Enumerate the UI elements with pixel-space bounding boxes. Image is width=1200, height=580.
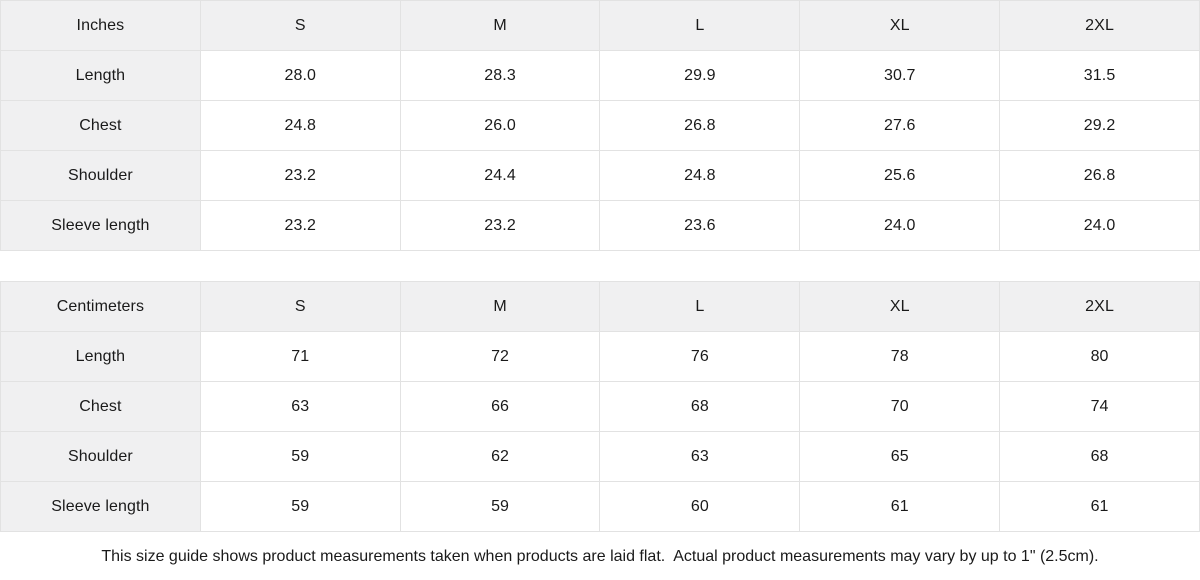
value-cell: 23.2: [199, 200, 401, 251]
value-cell: 29.9: [599, 50, 801, 101]
value-cell: 26.0: [399, 100, 601, 151]
size-header-cell: S: [199, 281, 401, 332]
unit-header-cell: Inches: [0, 0, 201, 51]
size-header-cell: L: [599, 281, 801, 332]
size-guide-note: This size guide shows product measuremen…: [0, 532, 1200, 580]
value-cell: 23.2: [199, 150, 401, 201]
row-label-cell: Sleeve length: [0, 200, 201, 251]
value-cell: 71: [199, 331, 401, 382]
row-label-cell: Chest: [0, 381, 201, 432]
value-cell: 24.8: [199, 100, 401, 151]
value-cell: 24.0: [799, 200, 1001, 251]
value-cell: 59: [199, 431, 401, 482]
size-table-header-row: Centimeters S M L XL 2XL: [0, 281, 1200, 332]
value-cell: 30.7: [799, 50, 1001, 101]
value-cell: 31.5: [999, 50, 1200, 101]
size-header-cell: 2XL: [999, 281, 1200, 332]
row-label-cell: Sleeve length: [0, 481, 201, 532]
measurement-row: Sleeve length 23.2 23.2 23.6 24.0 24.0: [0, 200, 1200, 251]
row-label-cell: Shoulder: [0, 150, 201, 201]
value-cell: 65: [799, 431, 1001, 482]
value-cell: 62: [399, 431, 601, 482]
value-cell: 28.3: [399, 50, 601, 101]
measurement-row: Chest 63 66 68 70 74: [0, 381, 1200, 432]
size-header-cell: XL: [799, 0, 1001, 51]
measurement-row: Sleeve length 59 59 60 61 61: [0, 481, 1200, 532]
row-label-cell: Length: [0, 50, 201, 101]
size-header-cell: 2XL: [999, 0, 1200, 51]
row-label-cell: Chest: [0, 100, 201, 151]
value-cell: 59: [199, 481, 401, 532]
value-cell: 24.8: [599, 150, 801, 201]
size-table-header-row: Inches S M L XL 2XL: [0, 0, 1200, 51]
value-cell: 25.6: [799, 150, 1001, 201]
row-label-cell: Shoulder: [0, 431, 201, 482]
value-cell: 23.2: [399, 200, 601, 251]
value-cell: 68: [999, 431, 1200, 482]
measurement-row: Length 28.0 28.3 29.9 30.7 31.5: [0, 50, 1200, 101]
row-label-cell: Length: [0, 331, 201, 382]
size-table-centimeters: Centimeters S M L XL 2XL Length 71 72 76…: [0, 281, 1200, 532]
table-spacer: [0, 251, 1200, 281]
value-cell: 28.0: [199, 50, 401, 101]
size-header-cell: M: [399, 0, 601, 51]
value-cell: 63: [199, 381, 401, 432]
value-cell: 24.4: [399, 150, 601, 201]
value-cell: 72: [399, 331, 601, 382]
measurement-row: Chest 24.8 26.0 26.8 27.6 29.2: [0, 100, 1200, 151]
value-cell: 59: [399, 481, 601, 532]
size-header-cell: S: [199, 0, 401, 51]
size-header-cell: L: [599, 0, 801, 51]
value-cell: 27.6: [799, 100, 1001, 151]
value-cell: 23.6: [599, 200, 801, 251]
value-cell: 61: [999, 481, 1200, 532]
size-table-inches: Inches S M L XL 2XL Length 28.0 28.3 29.…: [0, 0, 1200, 251]
value-cell: 26.8: [599, 100, 801, 151]
value-cell: 68: [599, 381, 801, 432]
value-cell: 70: [799, 381, 1001, 432]
value-cell: 26.8: [999, 150, 1200, 201]
measurement-row: Shoulder 59 62 63 65 68: [0, 431, 1200, 482]
value-cell: 74: [999, 381, 1200, 432]
value-cell: 61: [799, 481, 1001, 532]
value-cell: 60: [599, 481, 801, 532]
value-cell: 66: [399, 381, 601, 432]
value-cell: 76: [599, 331, 801, 382]
value-cell: 29.2: [999, 100, 1200, 151]
size-header-cell: M: [399, 281, 601, 332]
measurement-row: Shoulder 23.2 24.4 24.8 25.6 26.8: [0, 150, 1200, 201]
value-cell: 80: [999, 331, 1200, 382]
unit-header-cell: Centimeters: [0, 281, 201, 332]
size-header-cell: XL: [799, 281, 1001, 332]
measurement-row: Length 71 72 76 78 80: [0, 331, 1200, 382]
value-cell: 78: [799, 331, 1001, 382]
value-cell: 24.0: [999, 200, 1200, 251]
value-cell: 63: [599, 431, 801, 482]
